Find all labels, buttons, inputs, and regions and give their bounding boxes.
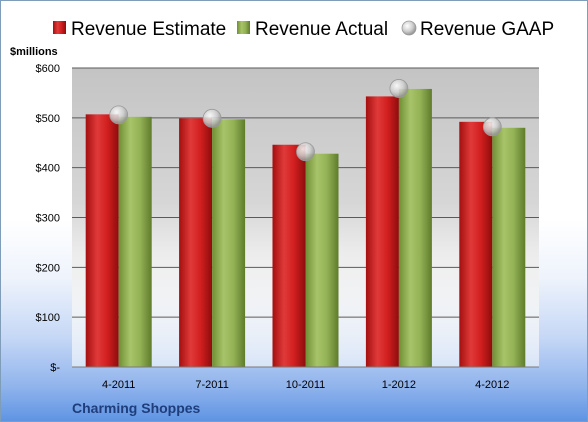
bars	[85, 88, 526, 368]
bar-estimate	[179, 118, 213, 367]
y-tick-label: $600	[36, 63, 60, 75]
x-axis-ticks: 4-2011 7-2011 10-2011 1-2012 4-2012	[102, 379, 509, 391]
bar-actual	[118, 116, 152, 367]
unit-label: $millions	[10, 46, 58, 58]
x-tick-label: 10-2011	[286, 379, 326, 391]
company-name: Charming Shoppes	[72, 400, 201, 416]
legend-swatch-actual	[237, 21, 250, 34]
y-tick-label: $400	[36, 163, 60, 175]
bar-actual	[305, 153, 339, 367]
bar-estimate	[272, 144, 306, 367]
x-tick-label: 7-2011	[195, 379, 228, 391]
gaap-marker	[389, 79, 409, 98]
bar-estimate	[85, 114, 119, 367]
legend-label-estimate: Revenue Estimate	[71, 19, 226, 40]
y-tick-label: $200	[36, 262, 60, 274]
bar-estimate	[459, 121, 493, 367]
bar-actual	[212, 119, 246, 367]
bar-actual	[492, 127, 526, 367]
legend-label-gaap: Revenue GAAP	[420, 19, 554, 40]
legend-item-gaap: Revenue GAAP	[401, 19, 554, 40]
y-tick-label: $-	[50, 362, 60, 374]
bar-actual	[398, 88, 432, 368]
legend-item-estimate: Revenue Estimate	[53, 19, 226, 40]
legend-swatch-estimate	[53, 21, 66, 34]
gaap-marker	[482, 117, 502, 137]
gaap-marker	[109, 105, 129, 125]
legend-label-actual: Revenue Actual	[255, 19, 388, 40]
x-tick-label: 1-2012	[382, 379, 416, 391]
x-tick-label: 4-2011	[102, 379, 135, 391]
y-tick-label: $500	[36, 113, 60, 125]
legend-marker-gaap	[401, 20, 417, 36]
y-tick-label: $300	[36, 213, 60, 225]
legend-item-actual: Revenue Actual	[237, 19, 388, 40]
y-axis-ticks: $- $100 $200 $300 $400 $500 $600	[36, 63, 61, 374]
gaap-marker	[296, 142, 315, 162]
y-tick-label: $100	[36, 312, 60, 324]
gaap-markers	[109, 79, 502, 162]
gaap-marker	[202, 108, 222, 128]
legend: Revenue Estimate Revenue Actual Revenue …	[53, 19, 554, 40]
bar-estimate	[365, 96, 399, 367]
x-tick-label: 4-2012	[475, 379, 509, 391]
